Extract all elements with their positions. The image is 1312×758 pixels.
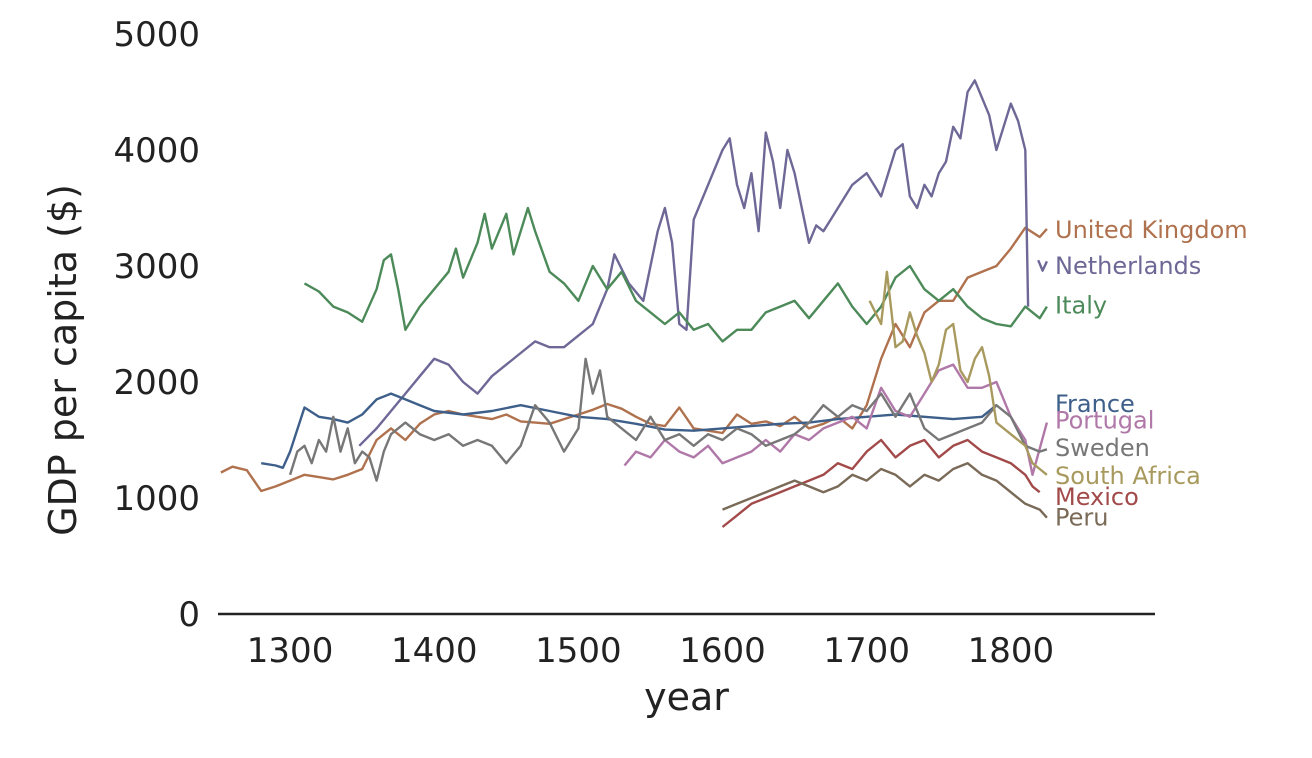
x-tick-label-1400: 1400 [391, 631, 478, 671]
y-tick-label-1000: 1000 [113, 479, 200, 519]
series-label-italy: Italy [1055, 291, 1107, 319]
series-line-mexico-8 [721, 438, 1041, 528]
x-tick-label-1300: 1300 [247, 631, 334, 671]
series-label-mexico: Mexico [1055, 483, 1139, 511]
series-layer [220, 79, 1049, 528]
y-tick-label-0: 0 [178, 595, 200, 635]
series-label-peru: Peru [1055, 504, 1108, 532]
series-label-france: France [1055, 390, 1135, 418]
series-line-netherlands-2 [1037, 259, 1048, 272]
series-line-united-kingdom-0 [220, 226, 1048, 493]
y-tick-label-2000: 2000 [113, 363, 200, 403]
series-end-labels: United Kingdom Netherlands Italy FrancePort… [1055, 216, 1248, 532]
x-axis-title: year [644, 675, 729, 719]
series-label-portugal: Portugal [1055, 406, 1154, 434]
y-tick-labels: 0 1000 2000 3000 4000 5000 [113, 15, 200, 635]
series-line-portugal-5 [623, 363, 1049, 476]
x-tick-label-1500: 1500 [535, 631, 622, 671]
series-line-netherlands-1 [358, 79, 1030, 447]
series-label-sweden: Sweden [1055, 434, 1150, 462]
x-tick-label-1600: 1600 [679, 631, 766, 671]
y-tick-label-5000: 5000 [113, 15, 200, 55]
y-tick-label-4000: 4000 [113, 131, 200, 171]
x-tick-label-1700: 1700 [823, 631, 910, 671]
series-line-italy-3 [303, 206, 1048, 343]
x-tick-labels: 1300 1400 1500 1600 1700 1800 [247, 631, 1054, 671]
y-tick-label-3000: 3000 [113, 247, 200, 287]
y-axis-title: GDP per capita ($) [41, 184, 85, 536]
series-label-south-africa: South Africa [1055, 462, 1201, 490]
x-tick-label-1800: 1800 [968, 631, 1055, 671]
series-line-peru-9 [722, 462, 1048, 519]
series-label-united-kingdom: United Kingdom [1055, 216, 1248, 244]
series-line-france-4 [261, 392, 998, 469]
series-line-sweden-6 [288, 357, 1048, 482]
series-label-netherlands: Netherlands [1055, 252, 1201, 280]
series-line-south-africa-7 [868, 270, 1048, 476]
